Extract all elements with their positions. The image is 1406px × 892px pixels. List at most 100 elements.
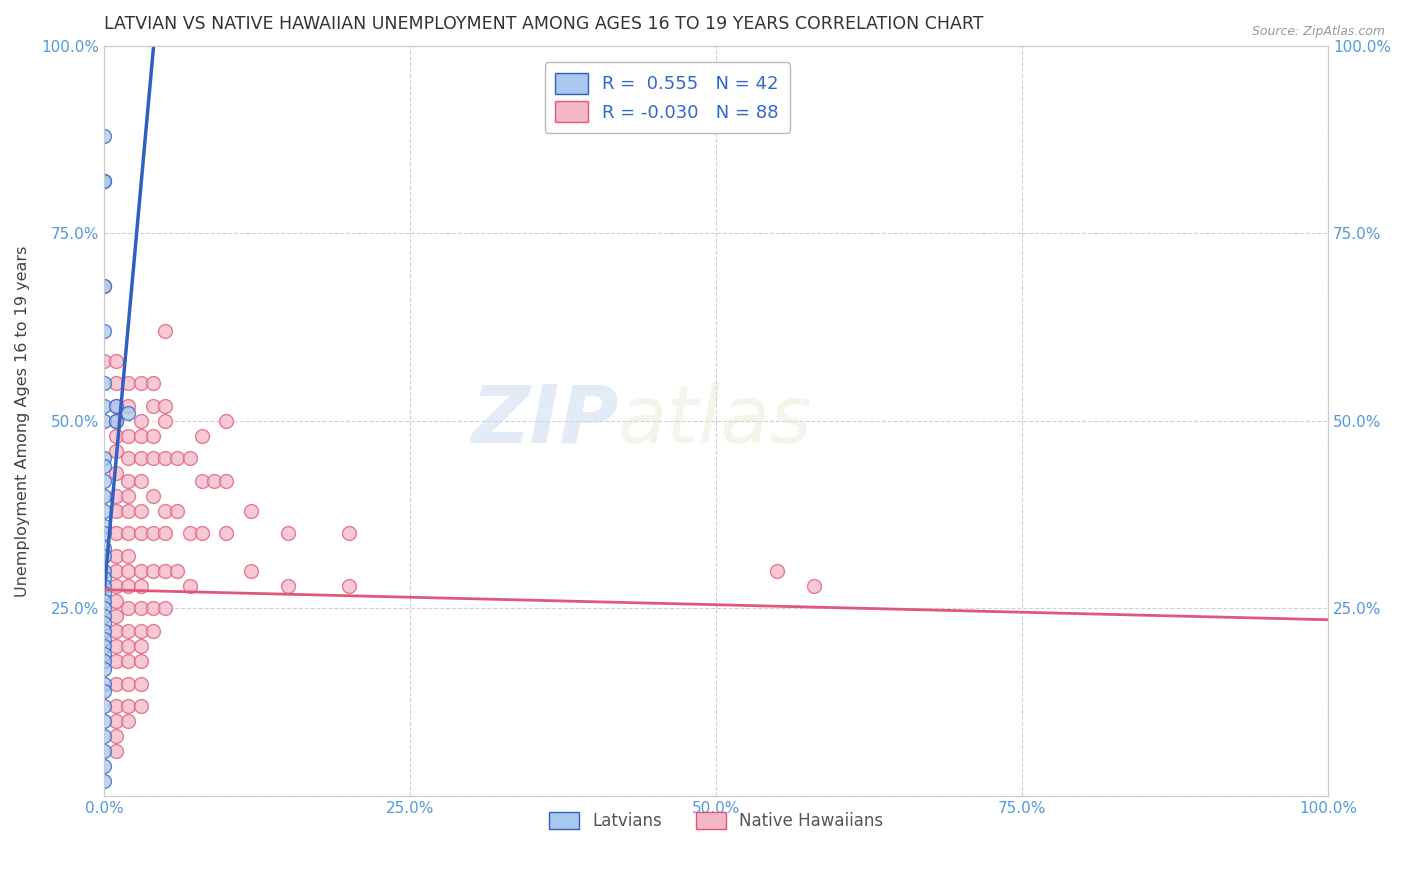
Point: [117, 376, 139, 391]
Point: [117, 639, 139, 653]
Point: [179, 526, 201, 541]
Point: [117, 601, 139, 615]
Point: [93, 354, 115, 368]
Point: [337, 526, 360, 541]
Point: [142, 399, 165, 413]
Point: [117, 699, 139, 714]
Point: [117, 399, 139, 413]
Point: [166, 564, 188, 578]
Point: [129, 639, 152, 653]
Point: [93, 639, 115, 653]
Point: [105, 564, 128, 578]
Point: [93, 278, 115, 293]
Point: [117, 489, 139, 503]
Point: [105, 489, 128, 503]
Point: [93, 594, 115, 608]
Point: [93, 624, 115, 638]
Point: [117, 549, 139, 563]
Point: [215, 526, 238, 541]
Point: [93, 474, 115, 488]
Point: [142, 429, 165, 443]
Point: [105, 729, 128, 743]
Point: [117, 504, 139, 518]
Point: [93, 128, 115, 143]
Point: [142, 451, 165, 466]
Point: [142, 624, 165, 638]
Text: Source: ZipAtlas.com: Source: ZipAtlas.com: [1251, 25, 1385, 38]
Point: [129, 624, 152, 638]
Point: [129, 699, 152, 714]
Point: [105, 624, 128, 638]
Point: [105, 376, 128, 391]
Point: [93, 714, 115, 728]
Point: [142, 489, 165, 503]
Point: [191, 474, 214, 488]
Point: [215, 474, 238, 488]
Point: [129, 376, 152, 391]
Point: [105, 429, 128, 443]
Point: [105, 579, 128, 593]
Point: [93, 504, 115, 518]
Point: [239, 504, 262, 518]
Point: [191, 429, 214, 443]
Point: [179, 451, 201, 466]
Point: [129, 526, 152, 541]
Point: [117, 526, 139, 541]
Point: [93, 744, 115, 758]
Point: [93, 324, 115, 338]
Point: [129, 429, 152, 443]
Point: [153, 564, 176, 578]
Point: [93, 376, 115, 391]
Point: [129, 601, 152, 615]
Point: [153, 414, 176, 428]
Text: ZIP: ZIP: [471, 382, 619, 460]
Point: [129, 474, 152, 488]
Point: [153, 324, 176, 338]
Point: [142, 601, 165, 615]
Point: [93, 647, 115, 661]
Point: [117, 714, 139, 728]
Point: [105, 609, 128, 624]
Point: [117, 676, 139, 690]
Point: [117, 624, 139, 638]
Point: [153, 451, 176, 466]
Text: LATVIAN VS NATIVE HAWAIIAN UNEMPLOYMENT AMONG AGES 16 TO 19 YEARS CORRELATION CH: LATVIAN VS NATIVE HAWAIIAN UNEMPLOYMENT …: [104, 15, 983, 33]
Point: [105, 699, 128, 714]
Point: [105, 467, 128, 481]
Point: [105, 676, 128, 690]
Point: [93, 541, 115, 556]
Point: [105, 526, 128, 541]
Point: [117, 406, 139, 420]
Point: [93, 632, 115, 646]
Point: [117, 429, 139, 443]
Point: [129, 676, 152, 690]
Point: [105, 549, 128, 563]
Point: [153, 526, 176, 541]
Point: [105, 744, 128, 758]
Point: [105, 399, 128, 413]
Point: [93, 564, 115, 578]
Legend: Latvians, Native Hawaiians: Latvians, Native Hawaiians: [543, 805, 890, 837]
Point: [93, 676, 115, 690]
Point: [166, 451, 188, 466]
Point: [337, 579, 360, 593]
Point: [202, 474, 225, 488]
Point: [93, 729, 115, 743]
Point: [93, 414, 115, 428]
Point: [766, 564, 789, 578]
Point: [117, 474, 139, 488]
Point: [129, 564, 152, 578]
Point: [93, 586, 115, 600]
Point: [93, 601, 115, 615]
Point: [93, 278, 115, 293]
Point: [153, 399, 176, 413]
Point: [803, 579, 825, 593]
Point: [129, 579, 152, 593]
Point: [277, 526, 299, 541]
Y-axis label: Unemployment Among Ages 16 to 19 years: Unemployment Among Ages 16 to 19 years: [15, 245, 30, 597]
Point: [93, 774, 115, 789]
Point: [129, 504, 152, 518]
Point: [105, 504, 128, 518]
Point: [93, 451, 115, 466]
Point: [93, 458, 115, 473]
